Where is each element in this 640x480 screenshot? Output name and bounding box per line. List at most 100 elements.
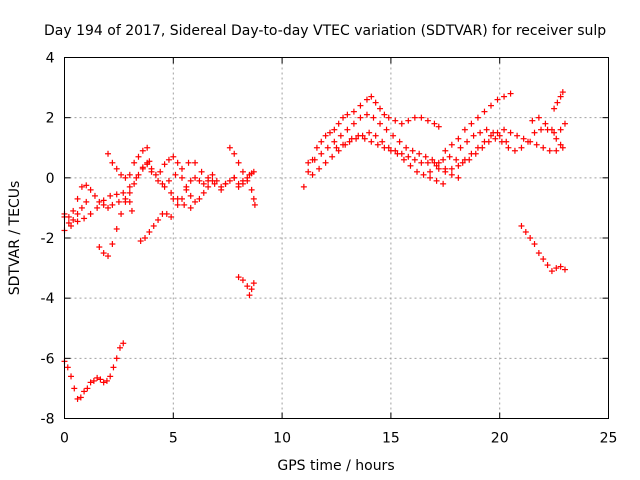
data-point xyxy=(64,364,71,371)
data-point xyxy=(192,159,199,166)
series-arc-11 xyxy=(231,170,255,190)
data-point xyxy=(455,174,462,181)
data-point xyxy=(309,171,316,178)
data-point xyxy=(126,189,133,196)
data-point xyxy=(507,129,514,136)
data-point xyxy=(511,147,518,154)
data-point xyxy=(126,183,133,190)
data-point xyxy=(74,195,81,202)
data-point xyxy=(135,171,142,178)
data-point xyxy=(107,192,114,199)
data-point xyxy=(139,147,146,154)
data-point xyxy=(318,138,325,145)
data-point xyxy=(496,132,503,139)
data-point xyxy=(554,99,561,106)
data-point xyxy=(383,126,390,133)
data-point xyxy=(161,183,168,190)
data-point xyxy=(96,198,103,205)
y-tick-label: -8 xyxy=(41,412,55,428)
data-point xyxy=(84,385,91,392)
series-arc-12 xyxy=(250,195,258,208)
data-point xyxy=(346,138,353,145)
data-point xyxy=(83,182,90,189)
data-point xyxy=(329,153,336,160)
data-point xyxy=(527,138,534,145)
series-arc-17 xyxy=(309,132,447,187)
data-point xyxy=(411,156,418,163)
data-point xyxy=(100,250,107,257)
data-point xyxy=(344,126,351,133)
data-point xyxy=(551,105,558,112)
y-axis-label: SDTVAR / TECUs xyxy=(7,181,23,296)
data-point xyxy=(483,126,490,133)
data-point xyxy=(331,138,338,145)
data-point xyxy=(131,159,138,166)
data-point xyxy=(518,144,525,151)
data-point xyxy=(192,198,199,205)
data-point xyxy=(137,238,144,245)
data-point xyxy=(187,204,194,211)
data-point xyxy=(170,153,177,160)
x-tick-labels: 0 5 10 15 20 25 xyxy=(60,431,617,447)
data-point xyxy=(239,180,246,187)
data-point xyxy=(531,241,538,248)
data-point xyxy=(209,171,216,178)
data-point xyxy=(459,159,466,166)
y-tick-label: -6 xyxy=(41,351,55,367)
data-point xyxy=(246,292,253,299)
data-point xyxy=(440,180,447,187)
x-tick-label: 0 xyxy=(60,431,69,447)
data-point xyxy=(548,268,555,275)
data-point xyxy=(70,216,77,223)
data-point xyxy=(392,117,399,124)
data-point xyxy=(105,150,112,157)
data-point xyxy=(527,235,534,241)
data-point xyxy=(370,114,377,121)
data-point xyxy=(518,222,525,229)
data-point xyxy=(503,138,510,145)
data-point xyxy=(139,165,146,172)
data-point xyxy=(313,144,320,151)
data-point xyxy=(368,138,375,145)
data-point xyxy=(337,132,344,139)
data-point xyxy=(142,235,149,241)
data-point xyxy=(424,117,431,124)
data-point xyxy=(68,373,75,380)
data-point xyxy=(357,114,364,121)
x-axis-label: GPS time / hours xyxy=(277,458,394,474)
data-point xyxy=(231,150,238,157)
data-point xyxy=(474,114,481,121)
data-point xyxy=(239,168,246,175)
data-point xyxy=(390,132,397,139)
data-point xyxy=(559,144,566,151)
data-point xyxy=(540,144,547,151)
data-point xyxy=(235,274,242,281)
data-point xyxy=(157,168,164,175)
data-point xyxy=(135,153,142,160)
data-point xyxy=(226,144,233,151)
series-arc-9 xyxy=(170,177,216,208)
data-point xyxy=(174,201,181,208)
data-point xyxy=(144,161,151,168)
series-arc-8 xyxy=(159,159,229,193)
data-point xyxy=(248,186,255,193)
data-point xyxy=(392,147,399,154)
data-point xyxy=(179,174,186,181)
data-point xyxy=(442,168,449,175)
data-point xyxy=(122,198,129,205)
data-point xyxy=(433,162,440,169)
data-point xyxy=(416,150,423,157)
data-point xyxy=(520,135,527,142)
data-point xyxy=(533,141,540,148)
data-point xyxy=(418,159,425,166)
data-point xyxy=(120,189,127,196)
data-point xyxy=(405,117,412,124)
data-point xyxy=(535,250,542,257)
data-point xyxy=(350,120,357,127)
data-point xyxy=(551,129,558,136)
data-point xyxy=(148,165,155,172)
plot-frame xyxy=(64,57,609,419)
data-point xyxy=(542,120,549,127)
data-point xyxy=(196,195,203,202)
data-point xyxy=(146,228,153,235)
